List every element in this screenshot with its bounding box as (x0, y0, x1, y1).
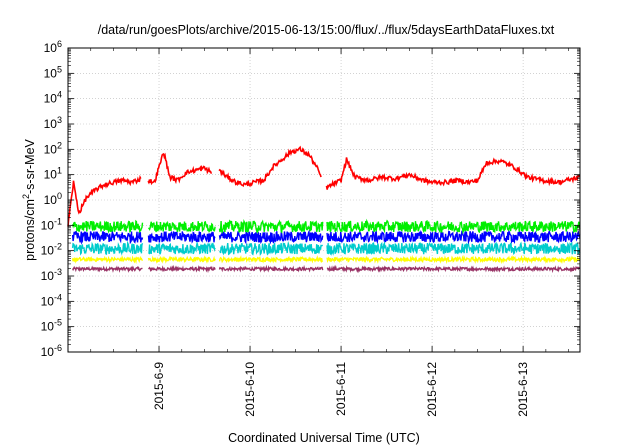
y-tick-label: 100 (44, 191, 62, 207)
series-group (67, 145, 581, 274)
x-tick-label: 2015-6-10 (243, 362, 257, 417)
chart-title: /data/run/goesPlots/archive/2015-06-13/1… (98, 23, 555, 37)
series-line-channel-2 (326, 218, 581, 235)
series-line-channel-3 (147, 230, 216, 244)
x-tick-label: 2015-6-9 (152, 362, 166, 410)
x-axis-title: Coordinated Universal Time (UTC) (228, 431, 420, 445)
x-axis: 2015-6-9 2015-6-10 2015-6-11 2015-6-12 2015-… (90, 48, 569, 417)
series-line-channel-1 (325, 157, 581, 190)
series-line-channel-4 (71, 240, 144, 256)
y-tick-label: 104 (44, 90, 62, 106)
series-line-channel-4 (148, 240, 216, 255)
series-line-channel-2 (148, 220, 216, 234)
series-line-channel-6 (71, 265, 143, 273)
y-tick-label: 10-6 (41, 343, 62, 359)
x-tick-label: 2015-6-12 (425, 362, 439, 417)
series-line-channel-2 (71, 219, 144, 234)
series-line-channel-5 (71, 254, 144, 265)
series-line-channel-3 (218, 228, 324, 245)
series-line-channel-3 (71, 230, 144, 246)
y-tick-label: 10-5 (41, 318, 62, 334)
series-line-channel-6 (148, 264, 216, 274)
y-tick-label: 106 (44, 39, 62, 55)
x-tick-label: 2015-6-11 (334, 362, 348, 416)
y-axis: 106 105 104 103 102 101 100 10-1 10-2 10-3 10-4 10-… (41, 39, 580, 359)
series-line-channel-3 (326, 228, 581, 245)
y-tick-label: 101 (44, 166, 62, 182)
series-line-channel-5 (218, 255, 324, 264)
grid (68, 48, 580, 352)
series-line-channel-6 (218, 264, 324, 273)
y-tick-label: 102 (44, 140, 62, 156)
y-tick-label: 103 (44, 115, 62, 131)
series-line-channel-1 (218, 145, 322, 188)
series-line-channel-1 (67, 174, 142, 227)
y-tick-label: 10-1 (41, 216, 62, 232)
series-line-channel-5 (326, 254, 581, 265)
y-tick-label: 105 (44, 64, 62, 80)
y-tick-label: 10-2 (41, 242, 62, 258)
series-line-channel-4 (219, 241, 324, 256)
series-line-channel-1 (147, 152, 213, 186)
y-axis-title: protons/cm2-s-sr-MeV (21, 138, 37, 260)
series-line-channel-6 (326, 264, 581, 274)
y-tick-label: 10-3 (41, 267, 62, 283)
x-tick-label: 2015-6-13 (516, 362, 530, 417)
y-tick-label: 10-4 (41, 292, 62, 308)
series-line-channel-2 (218, 219, 324, 234)
series-line-channel-5 (147, 255, 216, 264)
series-line-channel-4 (326, 240, 581, 256)
